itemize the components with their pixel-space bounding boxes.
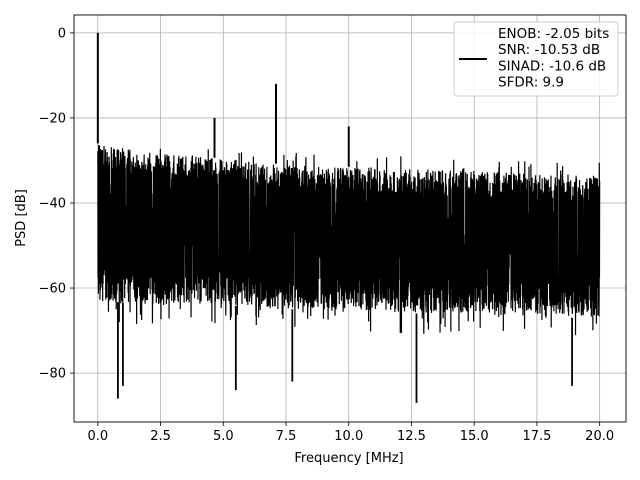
x-axis-ticks: 0.0 2.5 5.0 7.5 10.0 12.5 15.0 17.5 20.0	[87, 422, 614, 444]
y-tick-label: −80	[39, 367, 66, 382]
x-tick-label: 10.0	[334, 429, 363, 444]
y-tick-label: −40	[39, 196, 66, 211]
x-tick-label: 17.5	[522, 429, 551, 444]
legend-entry: ENOB: -2.05 bits	[498, 26, 609, 42]
legend-entry: SNR: -10.53 dB	[498, 42, 600, 58]
x-tick-label: 20.0	[585, 429, 614, 444]
series-psd	[96, 32, 601, 403]
plot-frame	[73, 14, 627, 423]
axes	[73, 14, 627, 423]
y-tick-label: 0	[58, 26, 66, 41]
legend-entry: SINAD: -10.6 dB	[498, 58, 606, 74]
x-tick-label: 15.0	[460, 429, 489, 444]
y-axis-label: PSD [dB]	[14, 189, 29, 247]
x-axis-label: Frequency [MHz]	[294, 451, 403, 466]
x-tick-label: 5.0	[213, 429, 234, 444]
series-trace	[97, 145, 601, 336]
x-tick-label: 12.5	[397, 429, 426, 444]
y-tick-label: −20	[39, 111, 66, 126]
y-axis-ticks: 0 −20 −40 −60 −80	[39, 26, 74, 382]
x-tick-label: 7.5	[276, 429, 297, 444]
y-tick-label: −60	[39, 282, 66, 297]
x-tick-label: 2.5	[150, 429, 171, 444]
legend-entry: SFDR: 9.9	[498, 75, 564, 91]
legend-box	[453, 21, 619, 97]
x-tick-label: 0.0	[87, 429, 108, 444]
